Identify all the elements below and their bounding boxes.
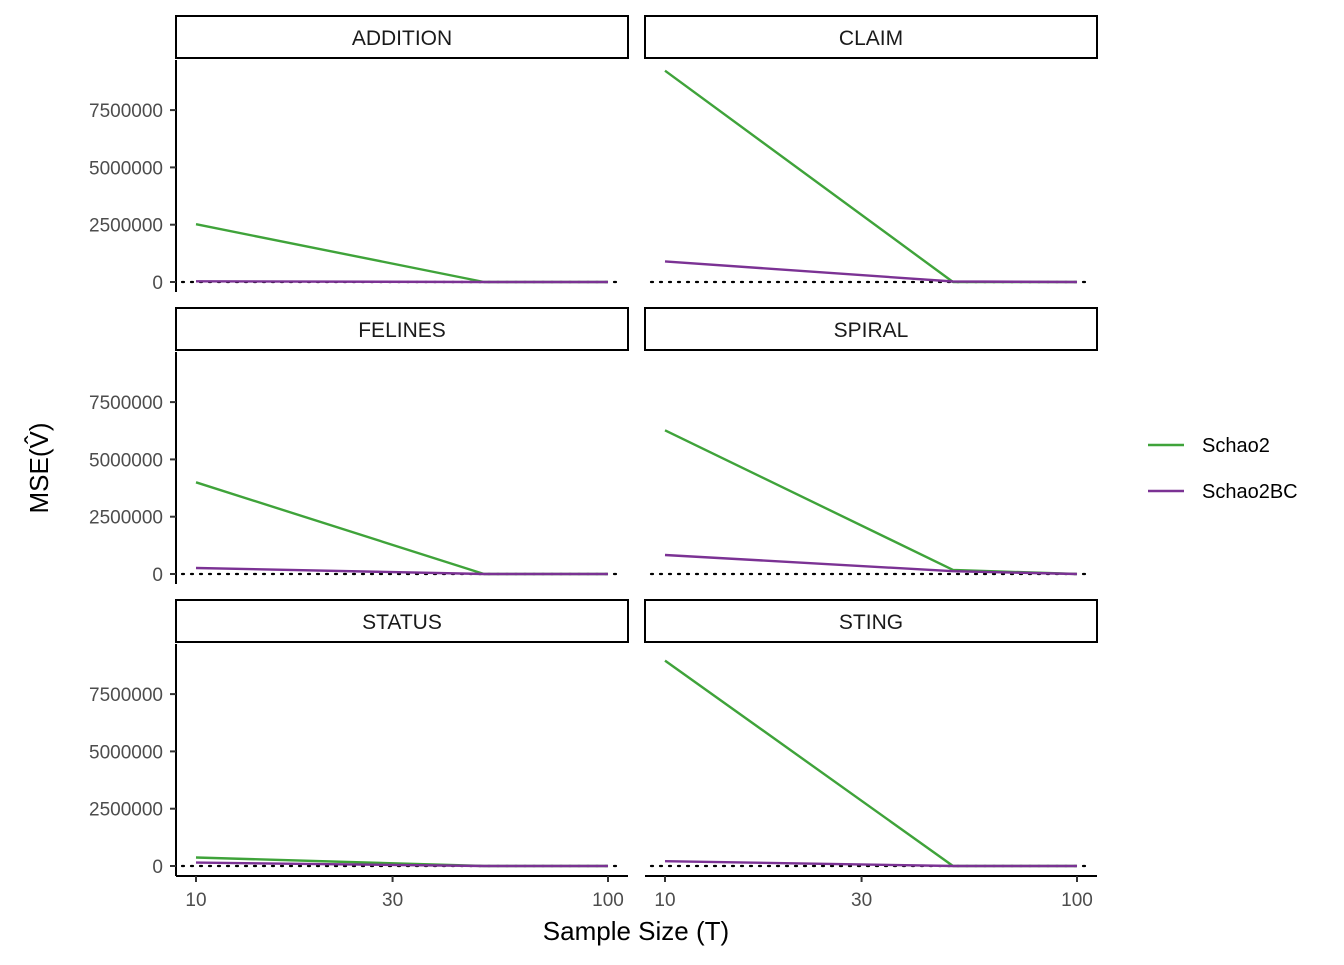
facet-title: CLAIM <box>839 27 903 50</box>
facet-strip <box>175 15 629 59</box>
x-tick-label: 10 <box>185 890 206 911</box>
y-tick-label: 5000000 <box>89 450 163 471</box>
y-tick-label: 5000000 <box>89 742 163 763</box>
facet-strip <box>175 307 629 351</box>
series-line-schao2 <box>195 223 608 284</box>
series-line-schao2bc <box>664 860 1077 868</box>
series-line-schao2bc <box>664 553 1078 576</box>
facet-strip <box>644 15 1098 59</box>
y-axis-title: MSE(V̂) <box>24 422 54 513</box>
facet-title: STATUS <box>362 611 442 634</box>
x-tick-label: 10 <box>654 890 675 911</box>
y-tick-label: 0 <box>152 273 163 294</box>
series-line-schao2 <box>664 659 1077 868</box>
y-tick-label: 7500000 <box>89 101 163 122</box>
x-tick-label: 100 <box>1061 890 1093 911</box>
series-line-schao2bc <box>195 566 608 576</box>
y-tick-label: 0 <box>152 857 163 878</box>
x-tick-label: 100 <box>592 890 624 911</box>
y-tick-label: 5000000 <box>89 158 163 179</box>
series-line-schao2 <box>664 429 1078 576</box>
facet-strip <box>644 599 1098 643</box>
y-tick-label: 2500000 <box>89 216 163 237</box>
y-tick-label: 2500000 <box>89 800 163 821</box>
series-line-schao2bc <box>664 260 1078 284</box>
legend-label: Schao2BC <box>1202 481 1298 503</box>
series-line-schao2 <box>664 69 1077 284</box>
x-tick-label: 30 <box>851 890 872 911</box>
facet-title: FELINES <box>358 319 446 342</box>
legend-label: Schao2 <box>1202 435 1270 457</box>
x-tick-label: 30 <box>382 890 403 911</box>
facet-title: STING <box>839 611 903 634</box>
facet-strip <box>644 307 1098 351</box>
y-tick-label: 7500000 <box>89 393 163 414</box>
x-axis-title: Sample Size (T) <box>543 916 729 946</box>
y-tick-label: 0 <box>152 565 163 586</box>
y-tick-label: 2500000 <box>89 508 163 529</box>
facet-title: ADDITION <box>352 27 452 50</box>
series-line-schao2bc <box>195 280 608 284</box>
series-line-schao2 <box>195 481 608 576</box>
y-tick-label: 7500000 <box>89 685 163 706</box>
facet-title: SPIRAL <box>834 319 909 342</box>
series-line-schao2bc <box>195 861 608 868</box>
facet-strip <box>175 599 629 643</box>
